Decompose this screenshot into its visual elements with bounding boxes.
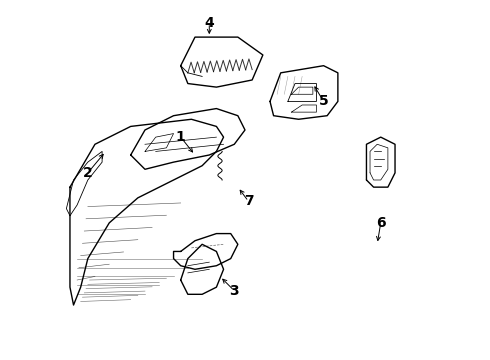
Text: 2: 2 — [83, 166, 93, 180]
Text: 5: 5 — [318, 94, 328, 108]
Text: 7: 7 — [244, 194, 253, 208]
Text: 1: 1 — [176, 130, 186, 144]
Text: 6: 6 — [376, 216, 386, 230]
Text: 4: 4 — [204, 16, 214, 30]
Text: 3: 3 — [229, 284, 239, 298]
